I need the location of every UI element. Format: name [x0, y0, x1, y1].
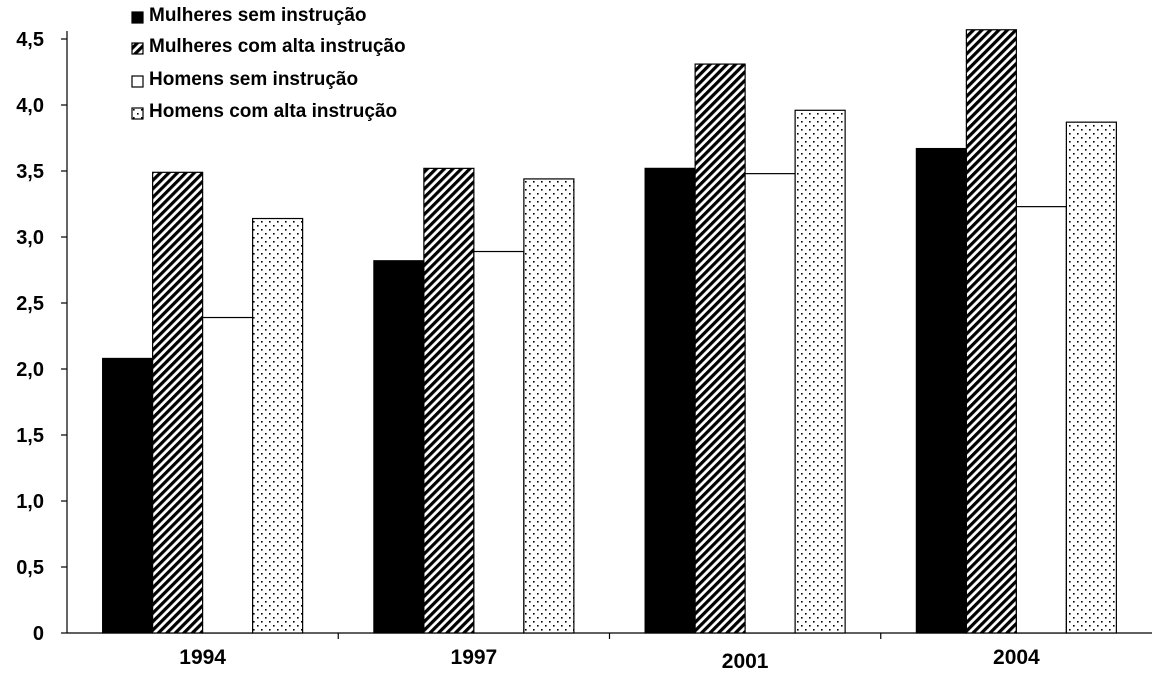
bar-2004-1 — [915, 147, 967, 634]
legend: Mulheres sem instrução Mulheres com alta … — [131, 5, 406, 122]
legend-swatch — [131, 42, 144, 55]
legend-swatch — [131, 11, 144, 24]
bar-2004-3 — [1015, 206, 1067, 634]
y-tick-label: 1,0 — [16, 491, 44, 513]
legend-label: Homens sem instrução — [149, 69, 358, 90]
bar-1997-3 — [473, 250, 525, 634]
y-tick-label: 0 — [33, 623, 44, 645]
x-tick-label: 1994 — [179, 646, 226, 669]
y-tick-label: 3,5 — [16, 161, 44, 183]
bar-1994-1 — [102, 357, 154, 634]
bar-2001-1 — [644, 167, 696, 634]
axes-layer: 0 0,5 1,0 1,5 2,0 2,5 3,0 3,5 4,0 4,5 1994 1997 2001… — [16, 29, 1152, 673]
bar-2001-3 — [744, 173, 796, 634]
y-tick-label: 1,5 — [16, 425, 44, 447]
bar-2004-4 — [1065, 121, 1117, 634]
bars-layer — [102, 29, 1117, 634]
bar-1997-2 — [423, 167, 475, 634]
legend-label: Homens com alta instrução — [149, 101, 397, 122]
x-tick-label: 2001 — [722, 650, 769, 669]
legend-label: Mulheres sem instrução — [149, 5, 367, 26]
bar-2004-2 — [965, 29, 1017, 634]
bar-1994-2 — [152, 171, 204, 634]
bar-1997-4 — [523, 178, 575, 634]
x-tick-label: 1997 — [451, 646, 498, 669]
y-tick-label: 4,5 — [16, 29, 44, 51]
y-tick-label: 4,0 — [16, 95, 44, 117]
y-tick-label: 2,0 — [16, 359, 44, 381]
y-tick-label: 2,5 — [16, 293, 44, 315]
legend-swatch — [131, 75, 144, 88]
legend-label: Mulheres com alta instrução — [149, 36, 406, 57]
bar-1994-4 — [252, 217, 304, 634]
bar-2001-4 — [794, 109, 846, 634]
bar-1997-1 — [373, 260, 425, 634]
legend-swatch — [131, 107, 144, 120]
x-tick-label: 2004 — [993, 646, 1040, 669]
bar-1994-3 — [202, 316, 254, 634]
y-tick-label: 3,0 — [16, 227, 44, 249]
y-tick-label: 0,5 — [16, 557, 44, 579]
bar-2001-2 — [694, 63, 746, 634]
